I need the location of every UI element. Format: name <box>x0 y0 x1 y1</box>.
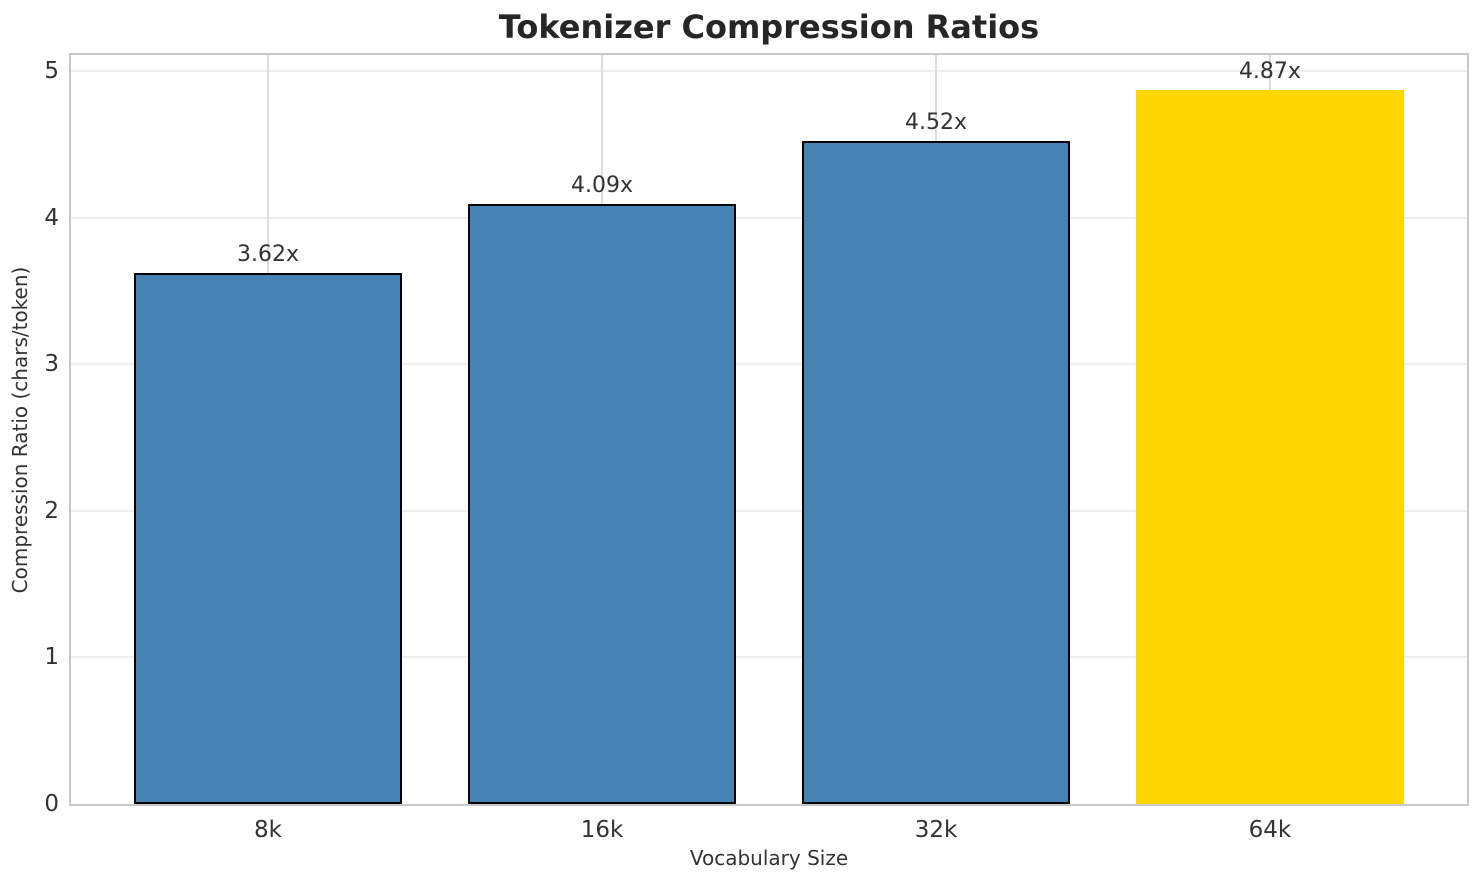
h-gridline <box>71 69 1467 72</box>
y-tick-label: 1 <box>44 644 59 671</box>
y-tick-label: 5 <box>44 57 59 84</box>
bar-16k <box>468 204 736 804</box>
bar-64k <box>1136 90 1404 804</box>
x-tick-label: 8k <box>254 817 282 843</box>
bar-value-label: 4.09x <box>570 173 633 199</box>
y-tick-label: 0 <box>44 791 59 817</box>
bar-value-label: 4.52x <box>904 110 967 136</box>
x-tick-label: 16k <box>580 817 624 843</box>
bar-value-label: 3.62x <box>237 242 300 268</box>
x-tick-label: 32k <box>914 817 958 843</box>
x-axis-label: Vocabulary Size <box>689 846 849 870</box>
x-tick-label: 64k <box>1248 817 1292 843</box>
bars-layer <box>71 55 1467 804</box>
bar-32k <box>802 141 1070 804</box>
bar-annotations-layer: 3.62x 4.09x 4.52x 4.87x <box>71 55 1467 804</box>
y-tick-label: 4 <box>44 204 59 231</box>
bar-value-label: 4.87x <box>1238 59 1301 85</box>
h-gridline <box>71 509 1467 512</box>
y-tick-label: 2 <box>44 497 59 524</box>
h-gridline <box>71 656 1467 659</box>
y-tick-label: 3 <box>44 351 59 378</box>
h-gridline <box>71 216 1467 219</box>
bar-8k <box>134 273 402 804</box>
y-axis-label: Compression Ratio (chars/token) <box>8 266 32 594</box>
chart-title: Tokenizer Compression Ratios <box>498 8 1040 46</box>
plot-area: 3.62x 4.09x 4.52x 4.87x <box>69 53 1469 806</box>
h-gridline <box>71 363 1467 366</box>
